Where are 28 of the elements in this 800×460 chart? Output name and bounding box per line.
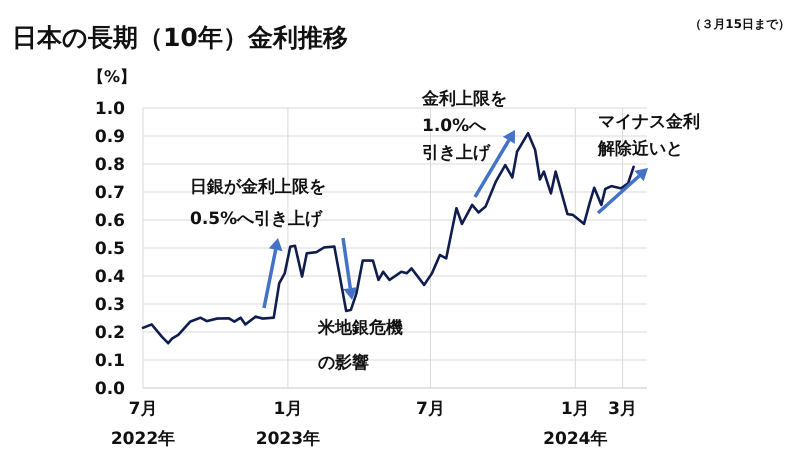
y-axis-title: 【%】: [88, 67, 136, 86]
x-tick-label: 1月 2023年: [256, 399, 320, 449]
x-tick-label: 7月 2022年: [110, 399, 176, 449]
x-tick-label: 3月: [608, 399, 638, 419]
text: （３月15日まで）: [689, 17, 790, 31]
y-tick-label: 0.6: [94, 211, 125, 231]
x-tick-label: 7月: [416, 399, 445, 419]
y-tick-label: 0.0: [94, 379, 126, 399]
annotation: の影響: [318, 353, 369, 373]
chart-title: 日本の長期（10年）金利推移: [12, 23, 348, 52]
y-tick-label: 0.9: [94, 127, 125, 147]
annotation: 0.5%へ引き上げ: [190, 209, 324, 229]
annotation: 金利上限を: [421, 89, 507, 109]
annotation: マイナス金利: [598, 112, 700, 132]
annotation: 日銀が金利上限を: [190, 177, 326, 197]
y-tick-label: 1.0: [94, 99, 126, 119]
annotation: 解除近いと: [597, 139, 683, 159]
annotation: 米地銀危機: [317, 318, 403, 338]
x-tick-label: 1月 2024年: [543, 399, 608, 449]
y-tick-label: 0.8: [94, 155, 125, 175]
annotation: 引き上げ: [422, 143, 491, 163]
y-tick-label: 0.3: [94, 295, 125, 315]
y-tick-label: 0.7: [94, 183, 125, 203]
y-tick-label: 0.1: [94, 351, 125, 371]
y-tick-label: 0.2: [94, 323, 125, 343]
annotation: 1.0%へ: [422, 116, 488, 136]
y-tick-label: 0.4: [94, 267, 126, 287]
y-tick-label: 0.5: [94, 239, 125, 259]
